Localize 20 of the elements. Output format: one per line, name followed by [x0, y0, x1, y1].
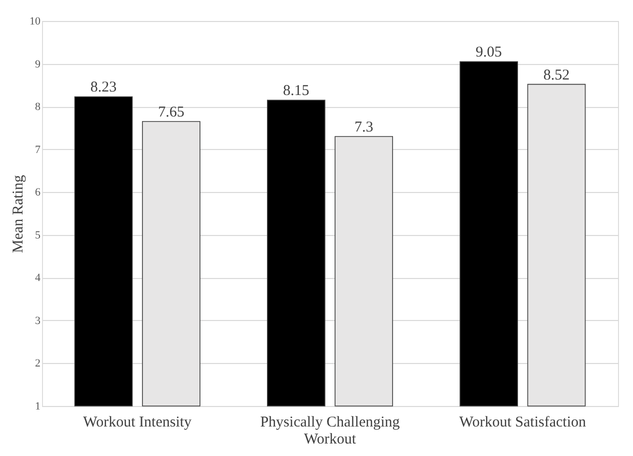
y-tick-label: 6 — [35, 186, 41, 199]
y-tick-label: 2 — [35, 358, 40, 370]
data-label: 9.05 — [476, 44, 502, 61]
x-tick-label: Workout Intensity — [83, 414, 192, 430]
data-label: 8.15 — [283, 83, 310, 100]
y-axis-title: Mean Rating — [10, 174, 26, 253]
data-label: 8.52 — [543, 67, 570, 84]
x-tick-label: Workout Satisfaction — [459, 414, 586, 430]
y-tick-label: 10 — [30, 16, 41, 28]
y-tick-label: 8 — [35, 101, 41, 114]
y-tick-label: 5 — [35, 229, 41, 242]
y-tick-label: 4 — [35, 272, 41, 284]
data-label: 7.3 — [354, 120, 374, 136]
data-label: 8.23 — [90, 80, 117, 96]
data-label: 7.65 — [158, 104, 184, 121]
y-tick-label: 7 — [35, 144, 41, 156]
x-tick-label: Physically Challenging Workout — [260, 414, 400, 448]
y-tick-label: 1 — [35, 400, 40, 412]
y-tick-label: 9 — [35, 58, 41, 70]
y-tick-label: 3 — [35, 314, 41, 327]
